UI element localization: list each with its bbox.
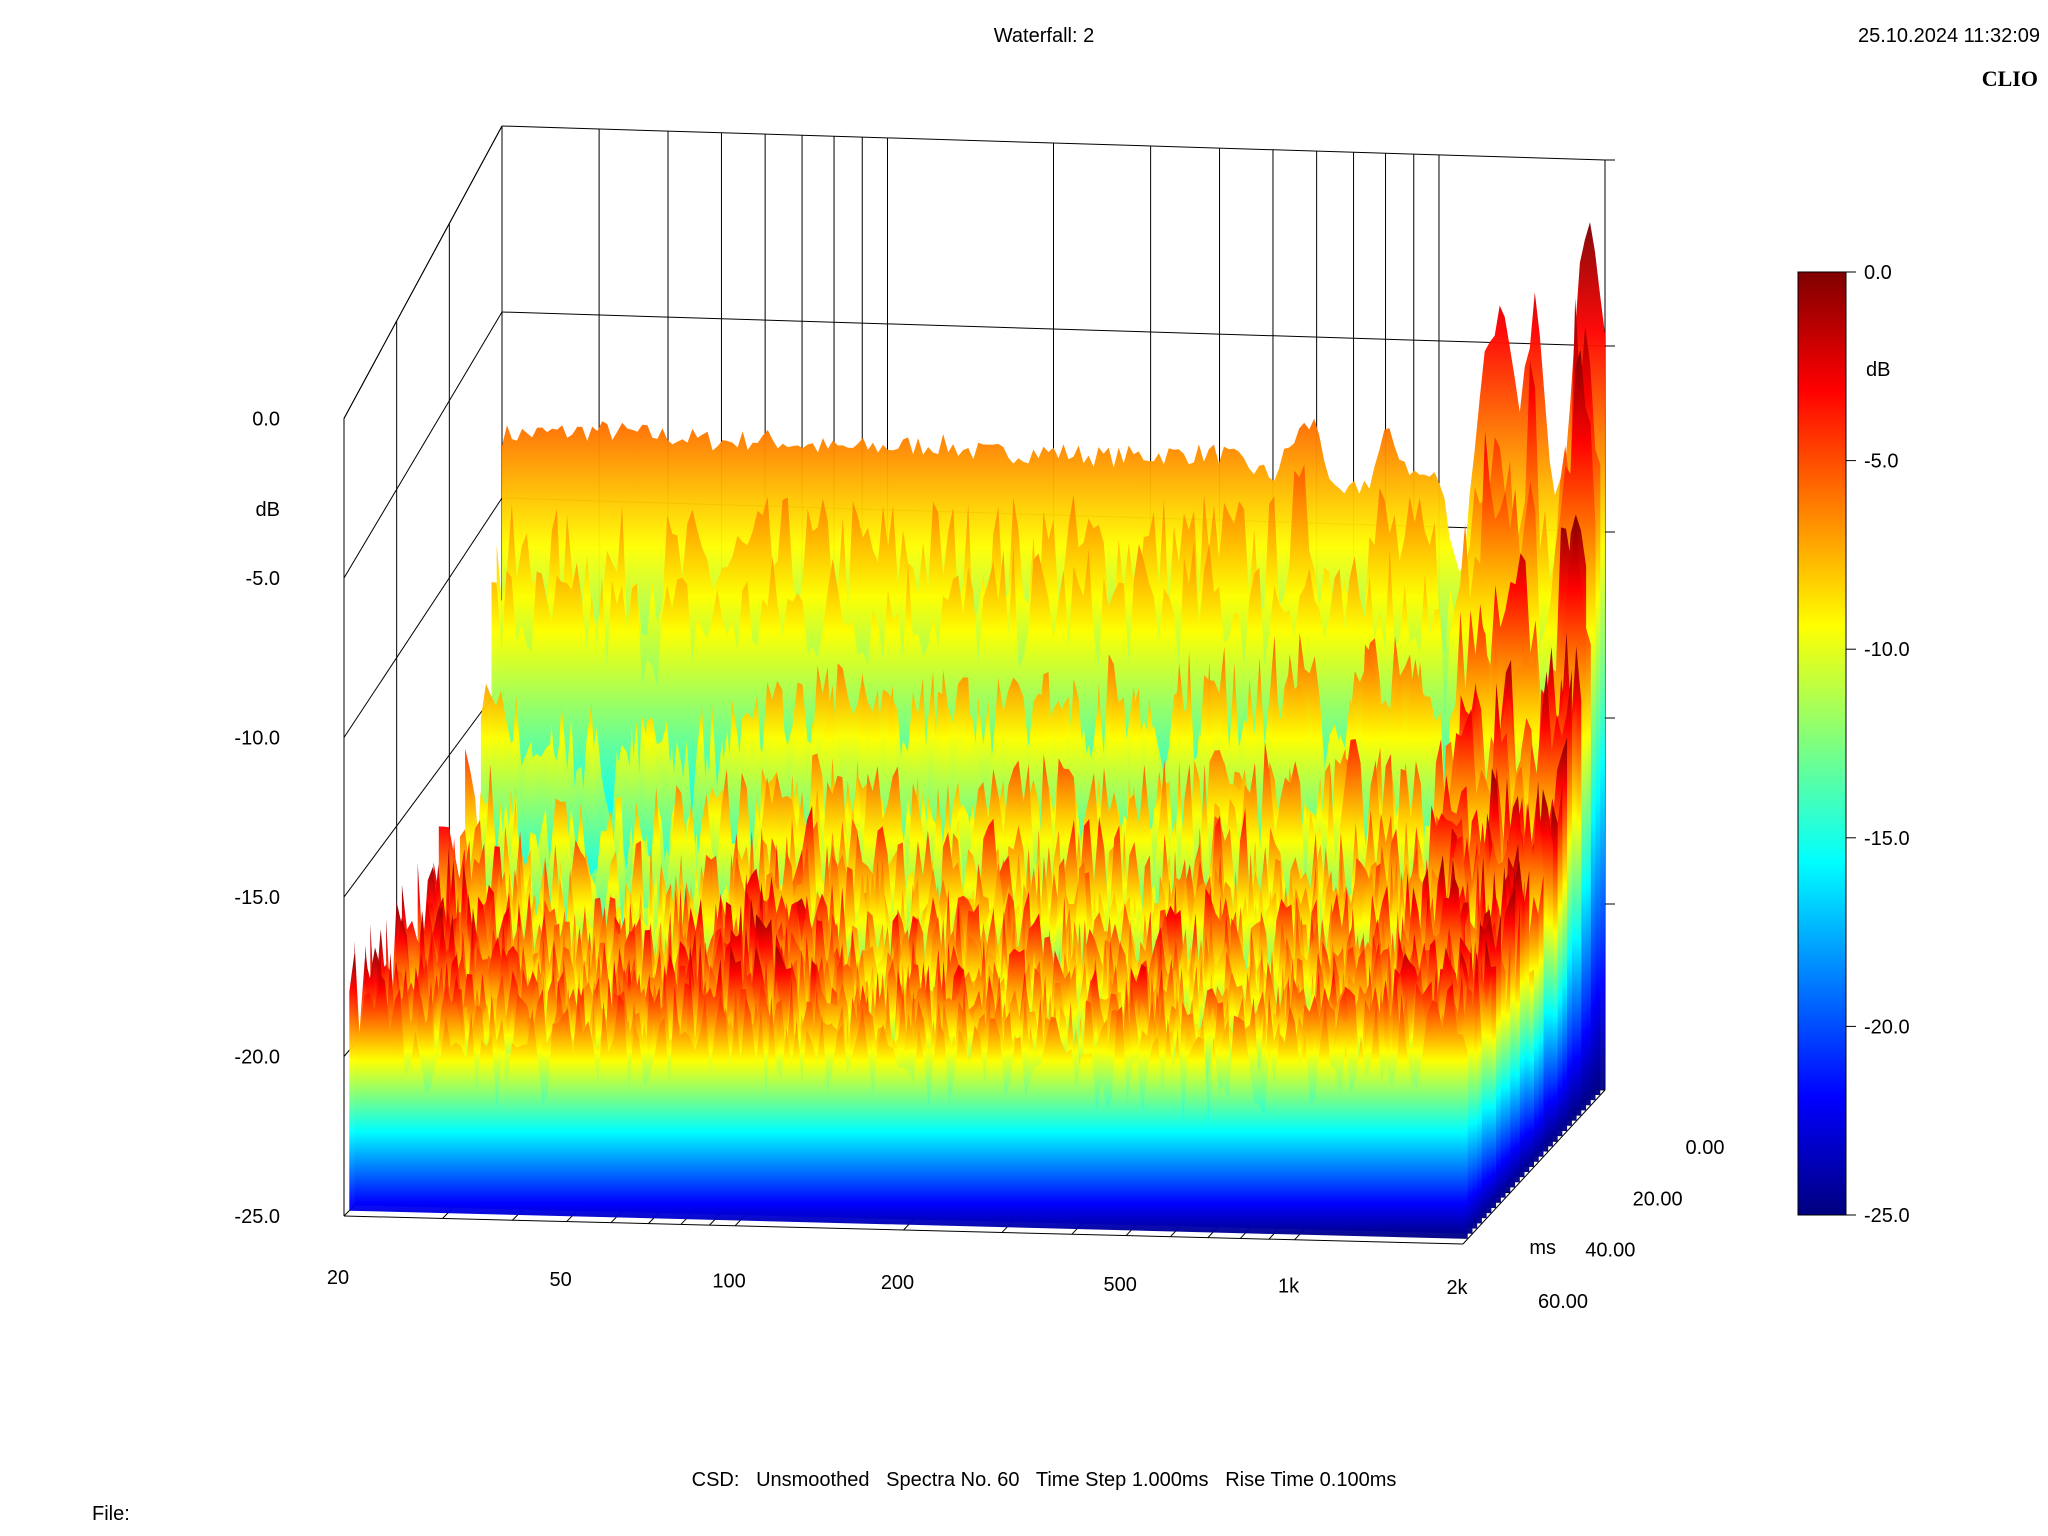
decay-spectrum [349,953,1468,1239]
colorbar-tick-label: -20.0 [1864,1016,1910,1038]
z-tick-label: 20.00 [1633,1188,1683,1210]
colorbar [1797,271,1847,1216]
csd-settings: CSD: Unsmoothed Spectra No. 60 Time Step… [692,1469,1397,1491]
x-tick-label: 1k [1278,1275,1300,1297]
colorbar-ticks: 0.0 -5.0 -10.0 -15.0 -20.0 -25.0 [1846,262,1910,1227]
left-wall-grid-line [343,497,503,738]
x-tick-label: 100 [712,1270,745,1292]
left-top-edge [343,125,503,419]
left-wall-grid-line [343,683,503,898]
y-axis-label: dB [256,499,280,521]
y-tick-label: -5.0 [246,568,280,590]
x-tick-label: 2k [1446,1277,1468,1299]
waterfall-surface [349,222,1605,1239]
x-tick-label: 200 [881,1272,914,1294]
back-grid-line [501,311,1606,347]
y-axis-ticks: 0.0 -5.0 -10.0 -15.0 -20.0 -25.0 [234,409,280,1229]
brand-logo: CLIO [1982,66,2038,91]
y-tick-label: -20.0 [234,1047,280,1069]
z-tick-label: 0.00 [1686,1137,1725,1159]
left-wall-grid-line [343,311,503,579]
colorbar-tick-label: -15.0 [1864,828,1910,850]
colorbar-tick-label: -25.0 [1864,1205,1910,1227]
colorbar-tick-label: -5.0 [1864,451,1898,473]
z-axis-ticks: 0.00 20.00 40.00 60.00 [1538,1137,1725,1313]
z-tick-label: 60.00 [1538,1291,1588,1313]
x-axis-ticks: 20 50 100 200 500 1k 2k [327,1267,1469,1299]
x-tick-label: 50 [550,1269,572,1291]
x-tick-label: 20 [327,1267,349,1289]
z-axis-label: ms [1529,1237,1556,1259]
chart-title: Waterfall: 2 [994,25,1094,47]
y-tick-label: -15.0 [234,887,280,909]
x-tick-label: 500 [1103,1274,1136,1296]
colorbar-label: dB [1866,359,1890,381]
z-tick-label: 40.00 [1585,1240,1635,1262]
colorbar-tick-label: 0.0 [1864,262,1892,284]
y-tick-label: -25.0 [234,1206,280,1228]
plot-box-front [343,125,1615,1245]
front-bottom-edge [343,1215,1464,1245]
right-bottom-edge [1462,1089,1606,1245]
colorbar-tick-label: -10.0 [1864,639,1910,661]
y-tick-label: -10.0 [234,728,280,750]
y-tick-label: 0.0 [252,409,280,431]
timestamp: 25.10.2024 11:32:09 [1858,25,2040,47]
file-label: File: [92,1503,130,1525]
